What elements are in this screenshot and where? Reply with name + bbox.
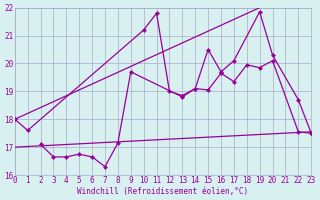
X-axis label: Windchill (Refroidissement éolien,°C): Windchill (Refroidissement éolien,°C) [77,187,249,196]
